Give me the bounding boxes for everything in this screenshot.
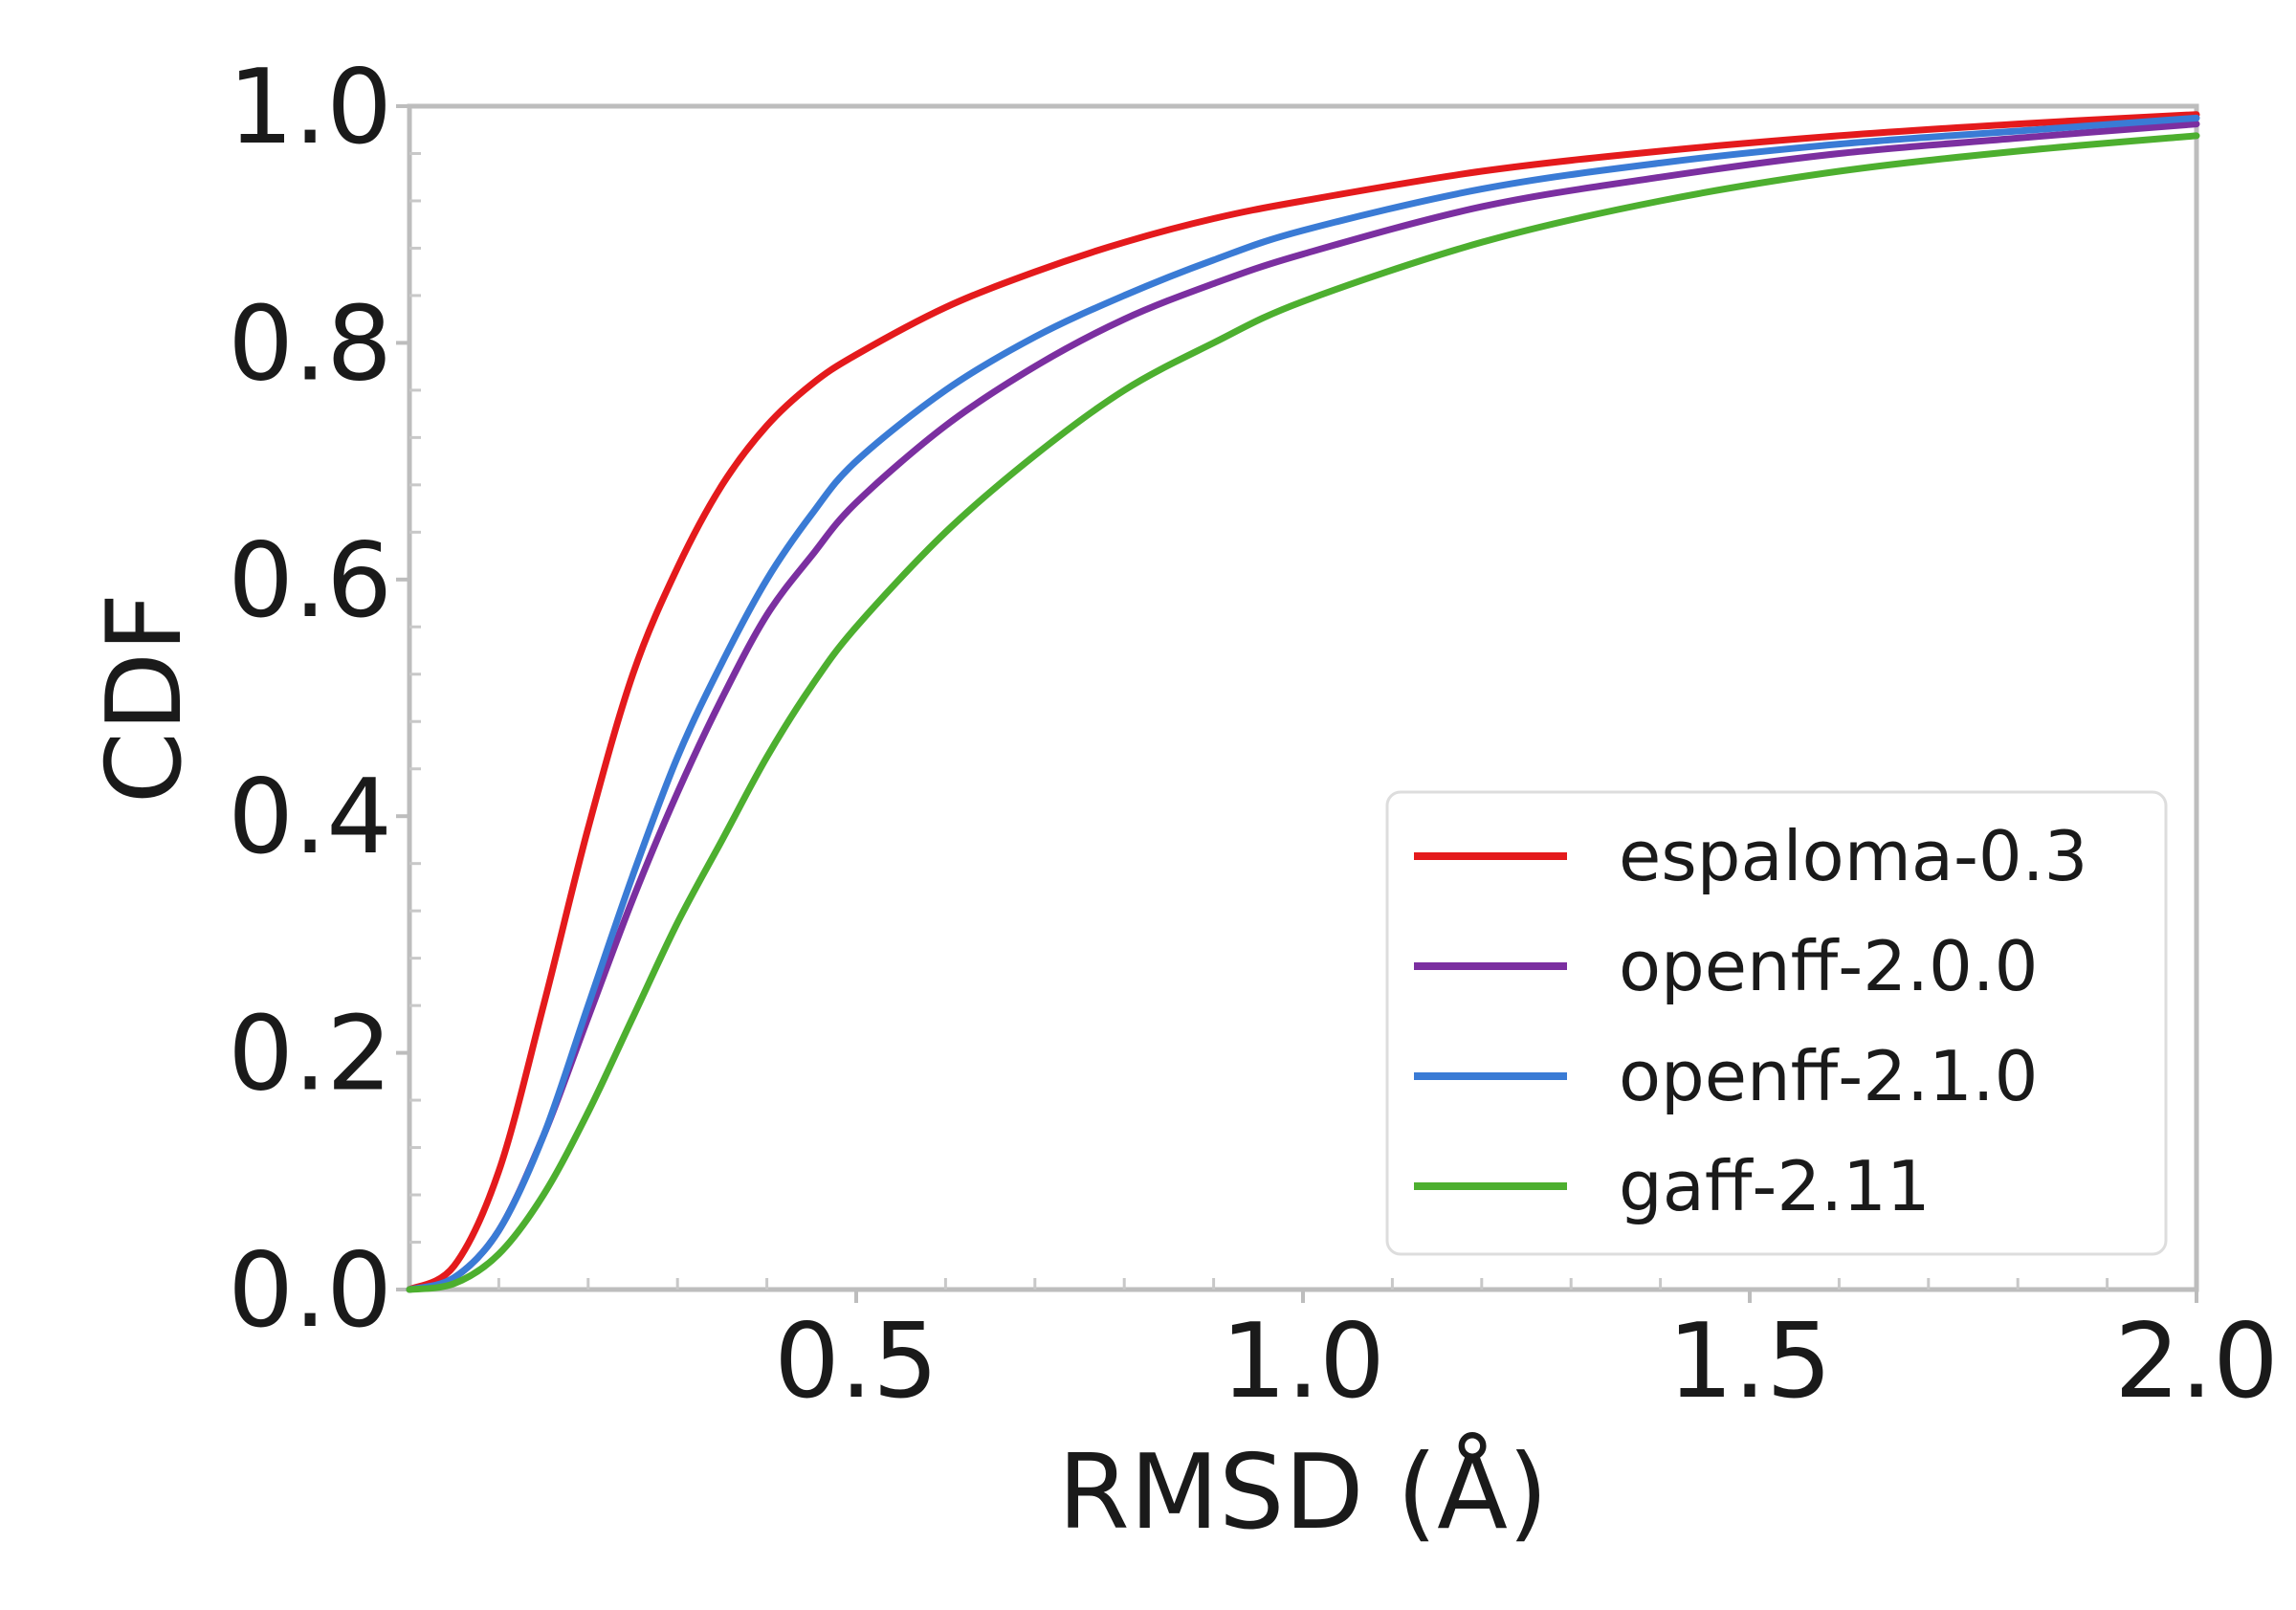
x-axis-title: RMSD (Å) — [1058, 1431, 1548, 1553]
x-tick-label: 2.0 — [2114, 1302, 2279, 1422]
y-tick-label: 0.8 — [228, 284, 392, 404]
y-tick-label: 1.0 — [228, 48, 392, 167]
y-tick-labels: 0.0 0.2 0.4 0.6 0.8 1.0 — [228, 48, 392, 1351]
legend-box — [1385, 790, 2168, 1256]
x-tick-label: 0.5 — [774, 1302, 938, 1422]
series-line-espaloma-0-3 — [406, 111, 2200, 1293]
y-axis-title: CDF — [85, 593, 205, 805]
y-tick-label: 0.6 — [228, 521, 392, 641]
y-tick-label: 0.0 — [228, 1231, 392, 1351]
legend-label-openff-2-0-0: openff-2.0.0 — [1619, 926, 2038, 1006]
legend-items: espaloma-0.3 openff-2.0.0 openff-2.1.0 gaff… — [1414, 816, 2087, 1226]
series-line-gaff-2-11 — [406, 132, 2200, 1293]
series-lines — [406, 111, 2200, 1293]
legend-label-espaloma-0-3: espaloma-0.3 — [1619, 816, 2087, 896]
x-tick-labels: 0.5 1.0 1.5 2.0 — [774, 1302, 2279, 1422]
minor-ticks — [409, 151, 2109, 1290]
legend-label-gaff-2-11: gaff-2.11 — [1619, 1146, 1931, 1226]
series-line-openff-2-1-0 — [406, 114, 2200, 1293]
legend: espaloma-0.3 openff-2.0.0 openff-2.1.0 gaff… — [1385, 790, 2168, 1256]
legend-label-openff-2-1-0: openff-2.1.0 — [1619, 1036, 2038, 1116]
y-tick-label: 0.4 — [228, 758, 392, 877]
y-tick-label: 0.2 — [228, 995, 392, 1114]
x-tick-label: 1.0 — [1221, 1302, 1385, 1422]
x-tick-label: 1.5 — [1667, 1302, 1832, 1422]
